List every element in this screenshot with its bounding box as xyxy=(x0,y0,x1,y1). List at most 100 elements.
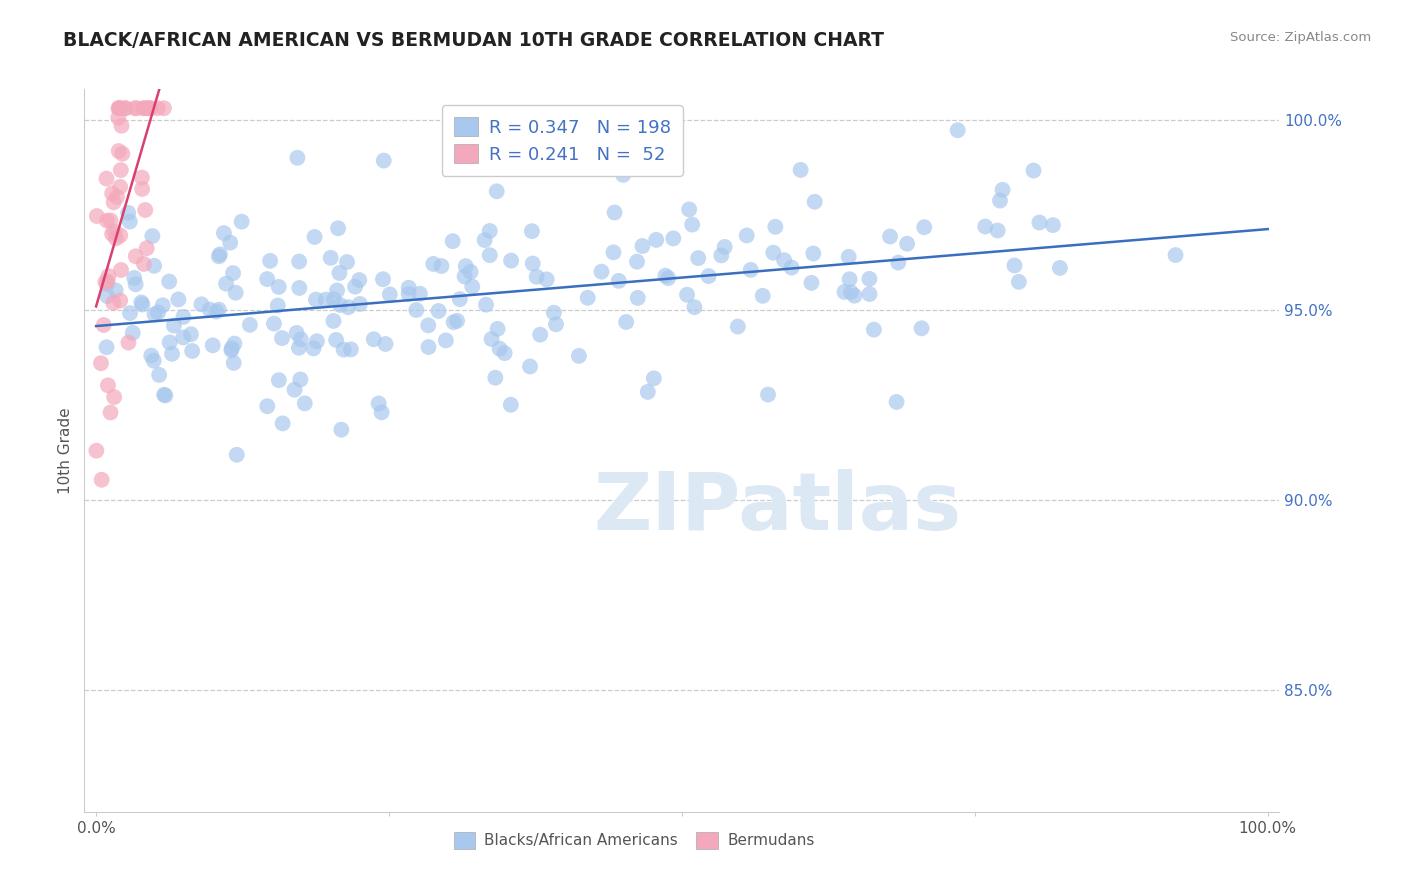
Point xyxy=(181,343,204,358)
Point xyxy=(108,101,131,115)
Point xyxy=(322,292,344,306)
Point xyxy=(97,275,120,289)
Point xyxy=(142,353,165,368)
Point xyxy=(96,277,118,292)
Point xyxy=(499,398,522,412)
Point xyxy=(96,171,118,186)
Point xyxy=(803,194,825,209)
Point xyxy=(367,396,389,410)
Point xyxy=(834,285,856,299)
Point xyxy=(839,285,862,300)
Point xyxy=(125,249,148,263)
Point xyxy=(398,281,420,295)
Point xyxy=(329,298,352,312)
Point xyxy=(526,269,548,284)
Point xyxy=(132,101,155,115)
Point xyxy=(974,219,997,234)
Point xyxy=(879,229,901,244)
Point xyxy=(131,297,153,311)
Point xyxy=(322,314,344,328)
Point xyxy=(271,417,294,431)
Point xyxy=(208,302,231,317)
Point xyxy=(1022,163,1045,178)
Point xyxy=(267,299,290,313)
Point xyxy=(288,254,311,268)
Point xyxy=(576,291,599,305)
Point xyxy=(488,342,510,356)
Point xyxy=(153,101,176,115)
Point xyxy=(443,315,465,329)
Point xyxy=(198,302,221,317)
Point xyxy=(434,334,457,348)
Point xyxy=(155,388,177,402)
Point xyxy=(267,373,290,387)
Point xyxy=(1008,275,1031,289)
Point xyxy=(838,272,860,286)
Point xyxy=(148,368,170,382)
Point xyxy=(697,269,720,284)
Point xyxy=(896,236,918,251)
Point xyxy=(131,295,153,310)
Point xyxy=(90,473,112,487)
Point xyxy=(681,218,703,232)
Point xyxy=(678,202,700,217)
Point xyxy=(763,219,786,234)
Point xyxy=(1042,218,1064,232)
Text: Source: ZipAtlas.com: Source: ZipAtlas.com xyxy=(1230,31,1371,45)
Point xyxy=(614,315,637,329)
Point xyxy=(591,265,613,279)
Point xyxy=(631,239,654,253)
Point xyxy=(110,163,132,178)
Point xyxy=(627,291,650,305)
Point xyxy=(519,359,541,374)
Point xyxy=(522,256,544,270)
Point xyxy=(208,249,231,263)
Point xyxy=(484,370,506,384)
Point xyxy=(97,268,120,283)
Point xyxy=(103,296,125,310)
Point xyxy=(643,371,665,385)
Point xyxy=(987,223,1010,237)
Point xyxy=(103,195,125,210)
Point xyxy=(138,101,160,115)
Point xyxy=(190,297,212,311)
Point xyxy=(288,281,311,295)
Point xyxy=(305,334,328,349)
Point xyxy=(422,257,444,271)
Point xyxy=(290,372,312,386)
Point xyxy=(212,226,235,240)
Point xyxy=(319,251,342,265)
Point xyxy=(172,330,194,344)
Point xyxy=(124,101,146,115)
Point xyxy=(287,151,309,165)
Point xyxy=(886,395,908,409)
Point xyxy=(219,235,242,250)
Point xyxy=(104,231,127,245)
Point xyxy=(111,146,134,161)
Point xyxy=(727,319,749,334)
Point xyxy=(654,268,676,283)
Point xyxy=(481,332,503,346)
Point xyxy=(405,303,427,318)
Point xyxy=(256,272,278,286)
Point xyxy=(626,254,648,268)
Point xyxy=(125,101,148,115)
Point xyxy=(159,335,181,350)
Point xyxy=(222,266,245,280)
Point xyxy=(132,257,155,271)
Point xyxy=(946,123,969,137)
Point xyxy=(153,387,176,401)
Point xyxy=(118,306,141,320)
Point xyxy=(100,405,122,419)
Y-axis label: 10th Grade: 10th Grade xyxy=(58,407,73,494)
Point xyxy=(86,209,108,223)
Point xyxy=(328,266,350,280)
Point xyxy=(336,255,359,269)
Point xyxy=(110,263,132,277)
Point xyxy=(478,248,501,262)
Point xyxy=(107,101,129,115)
Point xyxy=(141,229,163,244)
Point xyxy=(494,346,516,360)
Point xyxy=(86,443,108,458)
Point xyxy=(427,304,450,318)
